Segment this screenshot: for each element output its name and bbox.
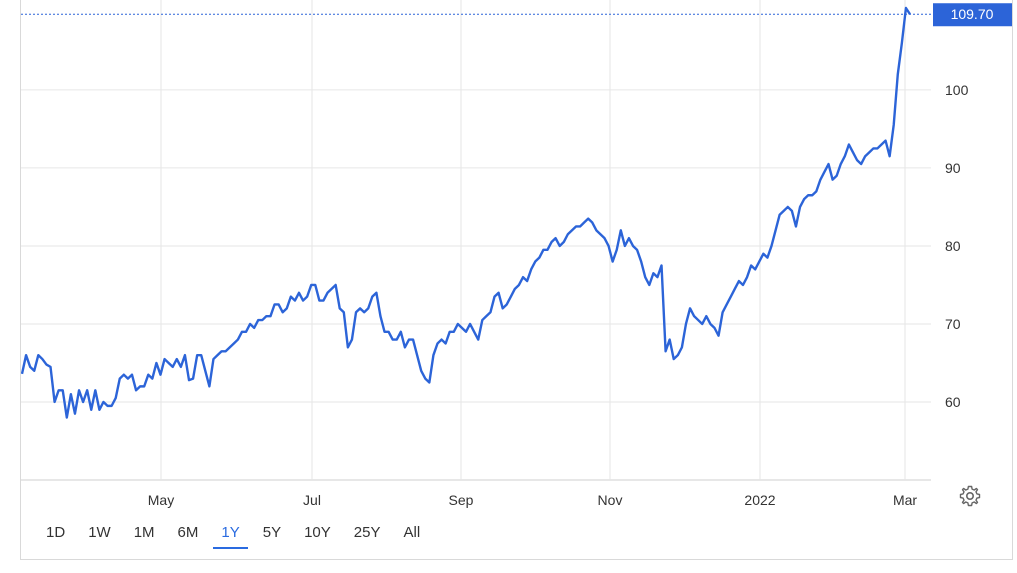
last-value-text: 109.70 bbox=[951, 6, 994, 22]
last-value-badge bbox=[933, 3, 1012, 27]
y-tick-label: 70 bbox=[945, 316, 961, 332]
y-tick-label: 90 bbox=[945, 160, 961, 176]
y-tick-label: 60 bbox=[945, 394, 961, 410]
range-button-25y[interactable]: 25Y bbox=[353, 524, 381, 541]
series-layer bbox=[21, 6, 912, 419]
x-axis-labels: May Jul Sep Nov 2022 Mar bbox=[148, 492, 918, 508]
y-tick-label: 100 bbox=[945, 82, 969, 98]
chart-frame: May Jul Sep Nov 2022 Mar 60 70 80 90 100 109.70 bbox=[20, 0, 1013, 560]
range-button-5y[interactable]: 5Y bbox=[262, 524, 282, 541]
y-tick-label: 80 bbox=[945, 238, 961, 254]
price-line bbox=[21, 6, 912, 419]
x-tick-label: 2022 bbox=[744, 492, 775, 508]
range-button-6m[interactable]: 6M bbox=[177, 524, 199, 541]
x-tick-label: Jul bbox=[303, 492, 321, 508]
x-tick-label: Nov bbox=[598, 492, 623, 508]
last-value-layer: 109.70 bbox=[21, 3, 1012, 27]
range-button-1d[interactable]: 1D bbox=[46, 524, 66, 541]
range-button-1m[interactable]: 1M bbox=[133, 524, 155, 541]
y-axis-labels: 60 70 80 90 100 bbox=[945, 82, 969, 410]
range-button-1w[interactable]: 1W bbox=[88, 524, 111, 541]
grid-layer bbox=[21, 0, 931, 481]
x-tick-label: Sep bbox=[449, 492, 474, 508]
x-tick-label: Mar bbox=[893, 492, 917, 508]
gear-icon bbox=[959, 485, 981, 507]
range-button-all[interactable]: All bbox=[403, 524, 421, 541]
range-button-10y[interactable]: 10Y bbox=[304, 524, 331, 541]
range-selector: 1D 1W 1M 6M 1Y 5Y 10Y 25Y All bbox=[38, 518, 435, 549]
settings-button[interactable] bbox=[958, 484, 982, 508]
x-tick-label: May bbox=[148, 492, 174, 508]
range-button-1y[interactable]: 1Y bbox=[213, 518, 249, 549]
price-chart: May Jul Sep Nov 2022 Mar 60 70 80 90 100 109.70 bbox=[21, 0, 1012, 508]
